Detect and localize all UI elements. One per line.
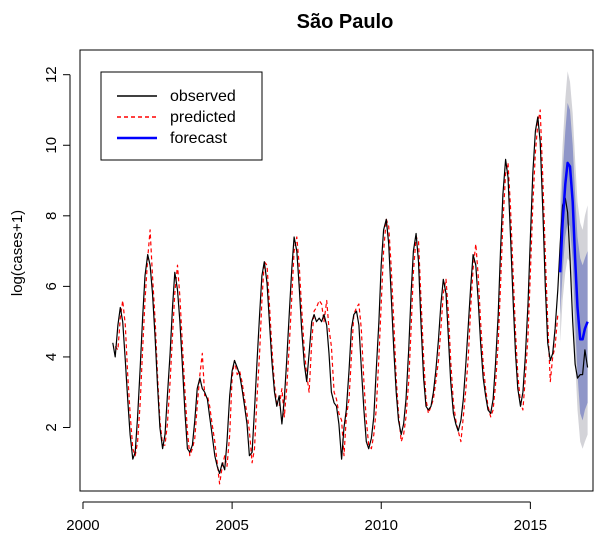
axes: 2000 2005 2010 2015 2 4 6 8 10 12 <box>43 66 547 534</box>
legend-box <box>100 71 263 161</box>
plot-area <box>112 71 589 485</box>
y-tick-label: 4 <box>43 353 60 361</box>
x-tick-label: 2015 <box>514 517 547 534</box>
plot-frame <box>79 49 594 492</box>
forecast-inner-band <box>560 102 588 421</box>
chart-title: São Paulo <box>297 11 394 33</box>
legend-label-predicted: predicted <box>170 109 236 126</box>
observed-series-line <box>112 116 589 474</box>
y-axis-label: log(cases+1) <box>9 210 26 296</box>
legend-label-observed: observed <box>170 88 236 105</box>
legend-label-forecast: forecast <box>170 130 227 147</box>
x-tick-label: 2010 <box>365 517 398 534</box>
predicted-series-line <box>114 109 559 485</box>
y-tick-label: 10 <box>43 137 60 154</box>
x-tick-label: 2000 <box>66 517 99 534</box>
legend: observed predicted forecast <box>100 71 263 161</box>
y-tick-label: 6 <box>43 282 60 290</box>
forecast-series-line <box>558 161 589 341</box>
y-tick-label: 8 <box>43 212 60 220</box>
y-tick-label: 12 <box>43 66 60 83</box>
x-tick-label: 2005 <box>215 517 248 534</box>
y-tick-label: 2 <box>43 423 60 431</box>
